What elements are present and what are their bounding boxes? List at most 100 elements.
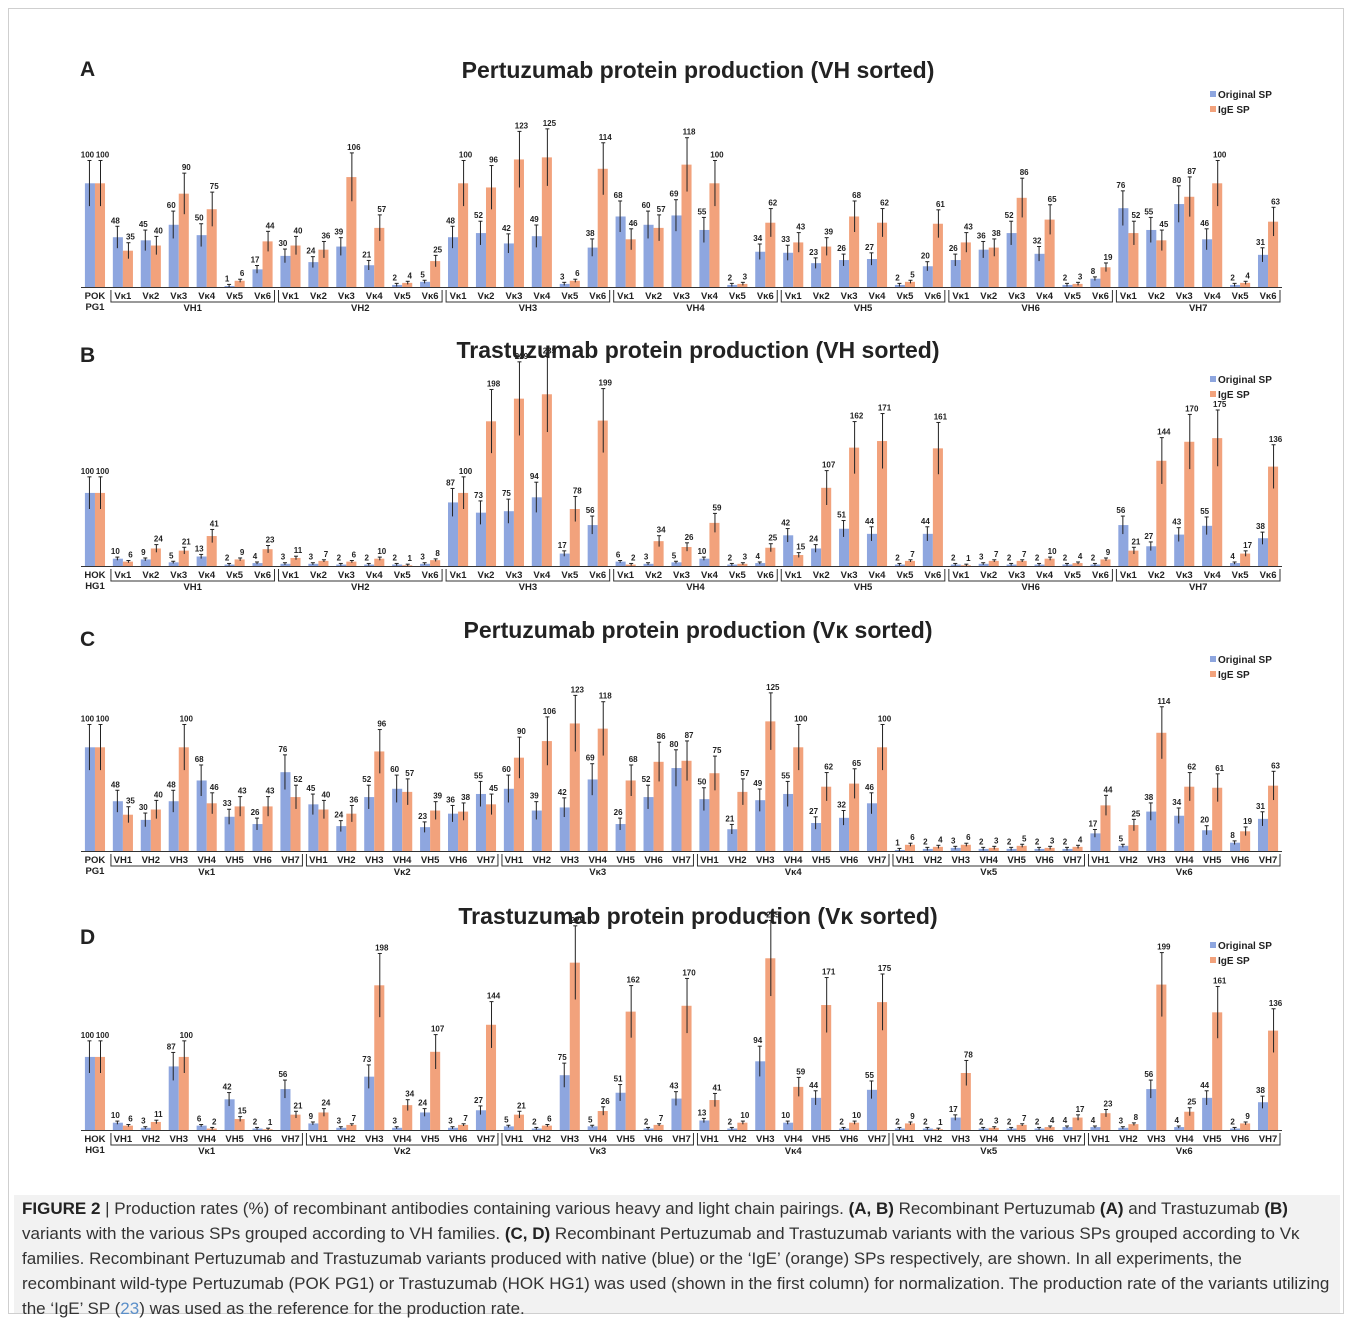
panel-letter: B [80, 344, 95, 367]
bar-original [475, 233, 486, 287]
tick-label-control-2: HG1 [85, 1145, 105, 1156]
bar-ige [1240, 282, 1251, 287]
bar-original [112, 237, 123, 287]
tick-label: VH1 [1091, 855, 1110, 866]
data-label-ige: 44 [266, 221, 275, 230]
data-label-original: 55 [1200, 507, 1209, 516]
data-label-ige: 45 [489, 784, 498, 793]
group-bracket [278, 569, 443, 582]
tick-label: HOK [84, 1134, 105, 1145]
data-label-original: 73 [362, 1055, 371, 1064]
tick-label-control-2: HG1 [85, 581, 105, 592]
bar-ige [849, 216, 860, 287]
bar-ige [737, 1122, 748, 1130]
tick-label: Vκ2 [813, 570, 830, 581]
group-bracket [613, 290, 778, 303]
tick-label: Vκ4 [869, 570, 887, 581]
group-bracket [501, 854, 694, 867]
bar-ige [653, 227, 664, 287]
bar-original [1034, 253, 1045, 287]
group-label: VH2 [351, 582, 369, 593]
data-label-ige: 170 [682, 968, 696, 977]
caption-reference-link[interactable]: 23 [120, 1299, 140, 1318]
bar-original [308, 804, 319, 851]
group-bracket [613, 569, 778, 582]
data-label-original: 4 [253, 552, 258, 561]
bar-original [1090, 833, 1101, 851]
bar-ige [346, 813, 357, 851]
bar-ige [1016, 845, 1027, 851]
bar-ige [1184, 786, 1195, 851]
tick-label: VH3 [365, 1134, 383, 1145]
bar-ige [541, 1125, 552, 1130]
tick-label: Vκ6 [924, 570, 941, 581]
bar-ige [485, 421, 497, 566]
bar-original [783, 252, 794, 287]
data-label-ige: 45 [1159, 220, 1168, 229]
bar-ige [625, 780, 636, 851]
data-label-original: 48 [446, 216, 455, 225]
bar-original [1090, 278, 1101, 287]
bar-ige [1016, 197, 1027, 287]
bar-original [392, 788, 403, 851]
tick-label: Vκ6 [589, 570, 606, 581]
bar-ige [681, 164, 692, 287]
bar-original [615, 561, 626, 566]
tick-label: VH4 [784, 1134, 803, 1145]
data-label-ige: 7 [910, 550, 915, 559]
data-label-original: 42 [781, 519, 790, 528]
data-label-ige: 107 [431, 1025, 445, 1034]
data-label-original: 21 [725, 814, 734, 823]
data-label-original: 100 [81, 150, 95, 159]
bar-original [755, 1061, 766, 1130]
data-label-ige: 19 [1104, 253, 1113, 262]
data-label-original: 2 [1007, 837, 1012, 846]
group-label: Vκ4 [785, 867, 803, 878]
data-label-original: 1 [895, 838, 900, 847]
data-label-ige: 198 [487, 379, 501, 388]
tick-label: VH1 [309, 1134, 328, 1145]
data-label-ige: 2 [631, 553, 636, 562]
data-label-original: 2 [895, 1117, 900, 1126]
bar-original [1174, 815, 1185, 851]
data-label-original: 100 [81, 1031, 95, 1040]
tick-label: VH7 [1259, 855, 1277, 866]
data-label-original: 24 [334, 811, 343, 820]
group-bracket [305, 854, 499, 867]
bar-ige [402, 282, 413, 287]
bar-ige [541, 394, 552, 566]
data-label-original: 94 [753, 1036, 762, 1045]
data-label-ige: 25 [1131, 809, 1140, 818]
tick-label: Vκ2 [1148, 291, 1165, 302]
data-label-original: 27 [865, 243, 874, 252]
data-label-ige: 9 [910, 1112, 915, 1121]
data-label-ige: 15 [238, 1107, 247, 1116]
bar-ige [94, 1056, 106, 1130]
data-label-ige: 123 [515, 121, 529, 130]
data-label-ige: 7 [1022, 550, 1027, 559]
legend: Original SP IgE SP [1210, 375, 1272, 401]
legend-label-original: Original SP [1218, 941, 1272, 952]
group-bracket [278, 290, 443, 303]
data-label-original: 2 [923, 1117, 928, 1126]
data-label-original: 49 [753, 779, 762, 788]
data-label-original: 2 [644, 1117, 649, 1126]
data-label-original: 49 [530, 215, 539, 224]
data-label-original: 39 [530, 792, 539, 801]
data-label-original: 48 [167, 780, 176, 789]
bar-original [364, 1076, 375, 1130]
tick-label: Vκ3 [170, 291, 187, 302]
tick-label: VH2 [728, 855, 746, 866]
tick-label: Vκ6 [254, 570, 271, 581]
data-label-ige: 10 [377, 547, 386, 556]
data-label-original: 2 [979, 837, 984, 846]
bar-original [699, 558, 710, 566]
bar-ige [793, 242, 804, 287]
bar-original [1006, 233, 1017, 287]
tick-label: VH2 [533, 855, 551, 866]
data-label-ige: 6 [128, 551, 133, 560]
tick-label: Vκ4 [198, 291, 216, 302]
data-label-ige: 7 [1022, 1114, 1027, 1123]
data-label-original: 56 [586, 506, 595, 515]
data-label-original: 36 [977, 231, 986, 240]
